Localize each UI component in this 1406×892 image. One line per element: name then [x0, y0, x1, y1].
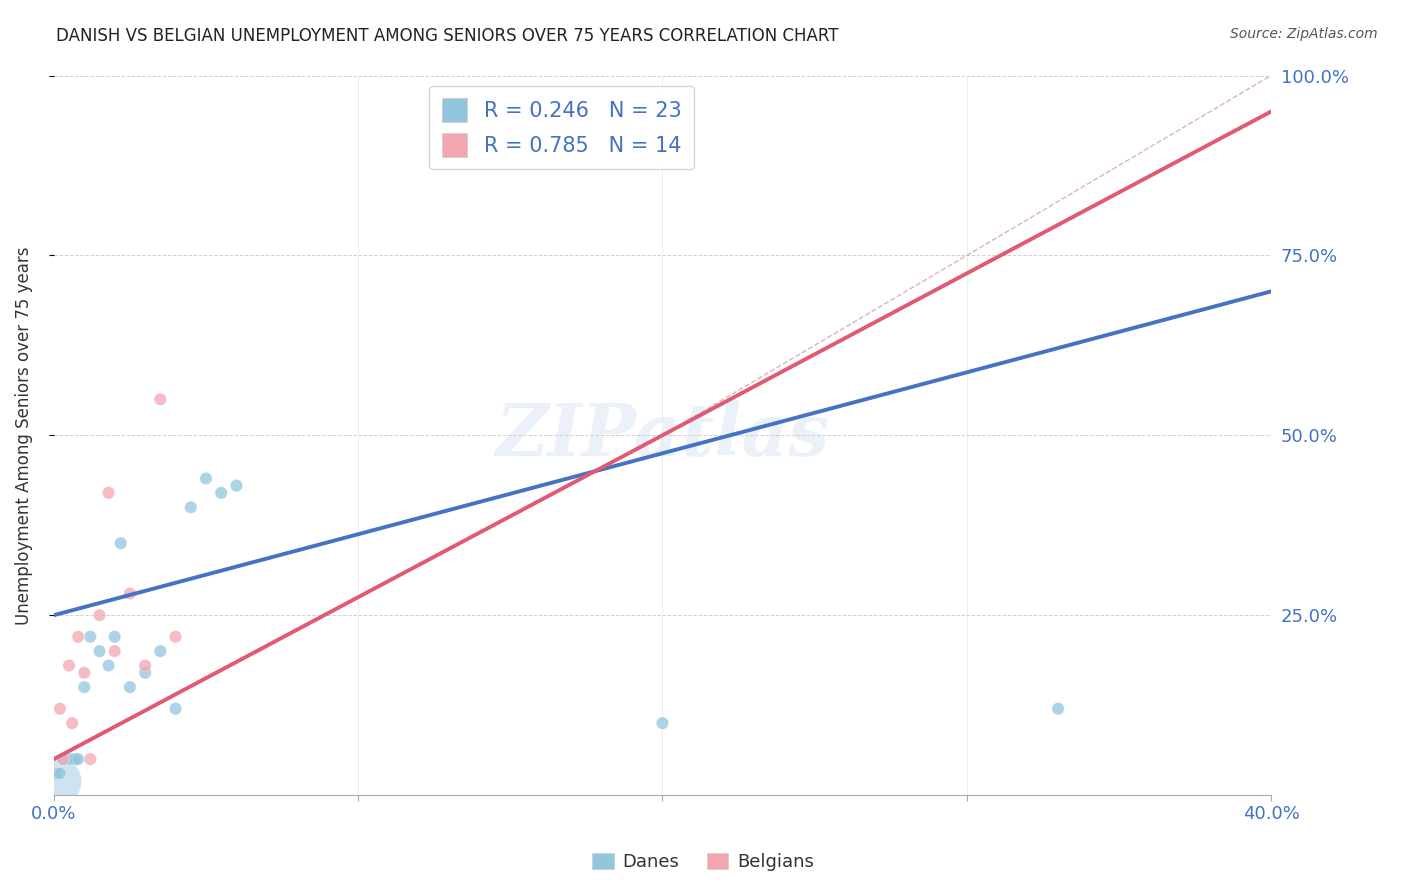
- Point: [1047, 702, 1070, 716]
- Point: [58, 752, 80, 766]
- Point: [79, 752, 101, 766]
- Point: [89, 644, 111, 658]
- Point: [97, 486, 120, 500]
- Point: [195, 471, 218, 485]
- Point: [67, 752, 90, 766]
- Text: DANISH VS BELGIAN UNEMPLOYMENT AMONG SENIORS OVER 75 YEARS CORRELATION CHART: DANISH VS BELGIAN UNEMPLOYMENT AMONG SEN…: [56, 27, 839, 45]
- Point: [165, 630, 187, 644]
- Point: [104, 630, 127, 644]
- Point: [134, 665, 156, 680]
- Point: [52, 752, 75, 766]
- Point: [73, 665, 96, 680]
- Point: [118, 586, 141, 600]
- Text: Source: ZipAtlas.com: Source: ZipAtlas.com: [1230, 27, 1378, 41]
- Point: [49, 702, 72, 716]
- Text: ZIPatlas: ZIPatlas: [495, 400, 830, 471]
- Point: [180, 500, 202, 515]
- Point: [149, 392, 172, 407]
- Point: [104, 644, 127, 658]
- Point: [49, 766, 72, 780]
- Point: [79, 630, 101, 644]
- Point: [134, 658, 156, 673]
- Point: [651, 716, 673, 731]
- Point: [45, 773, 67, 788]
- Y-axis label: Unemployment Among Seniors over 75 years: Unemployment Among Seniors over 75 years: [15, 246, 32, 624]
- Point: [45, 766, 67, 780]
- Point: [67, 630, 90, 644]
- Point: [97, 658, 120, 673]
- Point: [225, 478, 247, 492]
- Point: [89, 608, 111, 623]
- Point: [60, 716, 83, 731]
- Legend: R = 0.246   N = 23, R = 0.785   N = 14: R = 0.246 N = 23, R = 0.785 N = 14: [429, 86, 693, 169]
- Point: [110, 536, 132, 550]
- Point: [63, 752, 86, 766]
- Point: [149, 644, 172, 658]
- Point: [52, 752, 75, 766]
- Point: [165, 702, 187, 716]
- Point: [209, 486, 232, 500]
- Point: [73, 680, 96, 694]
- Point: [60, 752, 83, 766]
- Point: [58, 658, 80, 673]
- Legend: Danes, Belgians: Danes, Belgians: [585, 846, 821, 879]
- Point: [118, 680, 141, 694]
